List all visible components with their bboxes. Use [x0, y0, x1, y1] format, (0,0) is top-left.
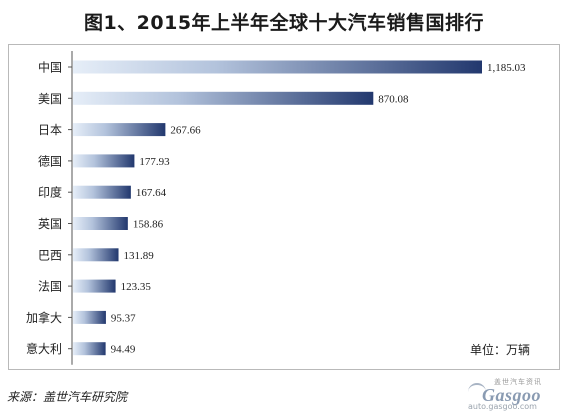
category-label: 意大利 [26, 341, 62, 356]
value-label: 94.49 [111, 344, 136, 356]
value-label: 123.35 [121, 281, 152, 293]
value-label: 1,185.03 [487, 62, 526, 74]
watermark-logo-text: Gasgoo [482, 385, 542, 405]
value-label: 95.37 [111, 312, 136, 324]
bar [73, 279, 116, 293]
bar [73, 310, 106, 324]
category-label: 德国 [38, 153, 62, 168]
axis-layer [68, 51, 73, 365]
category-label: 加拿大 [26, 310, 62, 325]
category-label: 日本 [38, 123, 62, 137]
plot-frame [8, 44, 560, 370]
watermark-url-text: auto.gasgoo.com [468, 402, 537, 411]
bar [73, 60, 482, 74]
value-label: 131.89 [124, 250, 155, 262]
source-note: 来源：盖世汽车研究院 [7, 390, 128, 404]
value-label: 167.64 [136, 187, 167, 199]
gasgoo-watermark: 盖世汽车资讯 Gasgoo auto.gasgoo.com [468, 377, 560, 411]
bar [73, 248, 119, 262]
bars-layer [73, 60, 482, 356]
bar [73, 342, 106, 356]
value-label: 177.93 [139, 156, 170, 168]
bar [73, 91, 374, 105]
category-label: 巴西 [38, 248, 62, 262]
labels-layer: 中国 1,185.03 美国 870.08 日本 267.66 德国 177.93 印度 167.… [26, 60, 526, 357]
bar [73, 217, 128, 230]
bar [73, 154, 135, 168]
category-label: 美国 [38, 92, 62, 106]
category-label: 中国 [38, 60, 62, 75]
category-label: 法国 [38, 280, 62, 294]
category-label: 英国 [38, 217, 62, 231]
value-label: 870.08 [378, 93, 409, 105]
chart-title: 图1、2015年上半年全球十大汽车销售国排行 [83, 12, 485, 34]
category-label: 印度 [38, 185, 62, 200]
value-label: 158.86 [133, 219, 164, 231]
value-label: 267.66 [170, 125, 201, 137]
bar [73, 123, 166, 137]
bar [73, 185, 131, 199]
car-logo-icon [468, 383, 486, 395]
watermark-top-text: 盖世汽车资讯 [494, 378, 542, 386]
unit-label: 单位：万辆 [470, 343, 531, 357]
